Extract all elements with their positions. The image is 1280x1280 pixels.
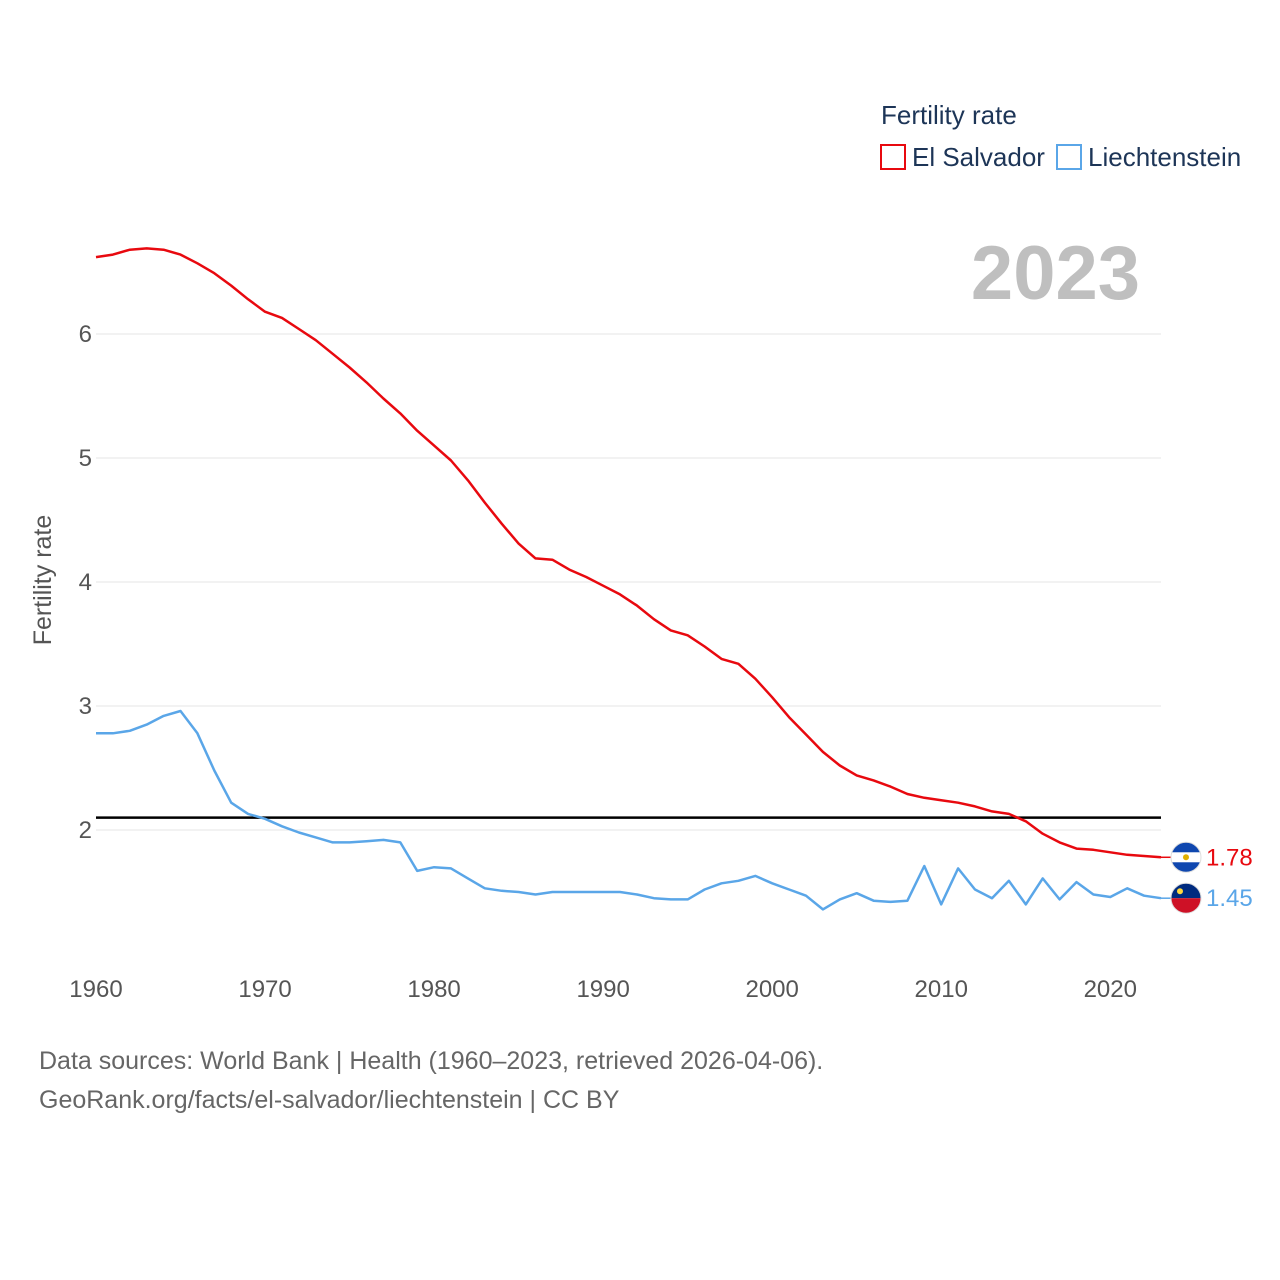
legend-swatch-liechtenstein[interactable] [1056,144,1082,170]
end-value-label-el-salvador: 1.78 [1206,844,1253,871]
y-tick-label: 6 [79,321,92,348]
x-tick-label: 1990 [576,976,629,1003]
x-tick-label: 1970 [238,976,291,1003]
year-label: 2023 [971,231,1140,316]
y-tick-label: 2 [79,817,92,844]
series-line-liechtenstein[interactable] [96,709,1162,911]
el-salvador-flag-icon [1170,841,1202,873]
x-tick-label: 2010 [915,976,968,1003]
series-line-el-salvador[interactable] [95,247,1162,859]
legend-label-liechtenstein[interactable]: Liechtenstein [1088,142,1241,172]
x-tick-label: 1980 [407,976,460,1003]
x-tick-label: 1960 [69,976,122,1003]
y-tick-label: 5 [79,445,92,472]
y-tick-label: 4 [79,569,92,596]
x-tick-label: 2020 [1084,976,1137,1003]
legend-label-el-salvador[interactable]: El Salvador [912,142,1045,172]
series-lines [95,247,1162,911]
source-note: Data sources: World Bank | Health (1960–… [39,1042,823,1120]
x-axis-ticks: 1960 1970 1980 1990 2000 2010 2020 [69,976,1137,1003]
gridlines [96,333,1161,831]
legend: Fertility rate El Salvador Liechtenstein [880,100,1241,172]
source-line: Data sources: World Bank | Health (1960–… [39,1047,824,1075]
y-axis-ticks: 2 3 4 5 6 [79,321,92,844]
x-tick-label: 2000 [745,976,798,1003]
source-url-line[interactable]: GeoRank.org/facts/el-salvador/liechtenst… [39,1086,620,1114]
end-markers: 1.78 1.45 [1161,841,1253,914]
y-axis-label: Fertility rate [29,515,57,646]
legend-swatch-el-salvador[interactable] [880,144,906,170]
liechtenstein-flag-icon [1170,882,1202,914]
y-tick-label: 3 [79,693,92,720]
end-value-label-liechtenstein: 1.45 [1206,885,1253,912]
legend-title: Fertility rate [881,100,1017,130]
